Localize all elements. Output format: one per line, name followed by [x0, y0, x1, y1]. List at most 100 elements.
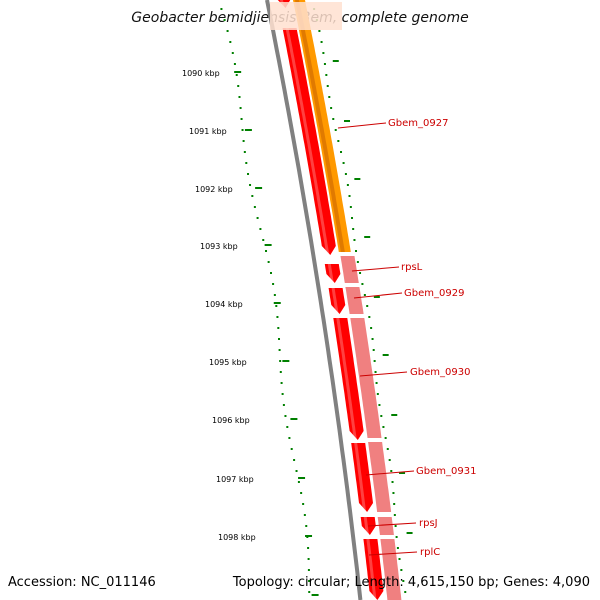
gc-peak-mark	[391, 414, 398, 416]
gc-dot	[270, 272, 273, 274]
gene-label-gbem-0931[interactable]: Gbem_0931	[416, 466, 476, 477]
gc-dot	[388, 459, 391, 461]
header-fade	[270, 2, 342, 30]
gc-dot	[243, 151, 246, 153]
gene-leader-line	[368, 551, 418, 556]
gene-label-rpsj[interactable]: rpsJ	[419, 518, 438, 529]
gc-dot	[349, 206, 352, 208]
gc-dot	[382, 426, 385, 428]
kbp-tick-label: 1096 kbp	[212, 416, 250, 425]
gc-dot	[277, 327, 280, 329]
gc-dot	[307, 547, 310, 549]
gc-peak-mark	[344, 120, 351, 122]
gc-dot	[293, 459, 296, 461]
cds-arrow	[333, 318, 364, 440]
gc-dot	[238, 96, 241, 98]
gc-dot	[302, 503, 305, 505]
gc-dot	[295, 470, 298, 472]
gc-dot	[378, 404, 381, 406]
gc-dot	[330, 107, 333, 109]
gc-dot	[276, 316, 279, 318]
gene-label-gbem-0927[interactable]: Gbem_0927	[388, 118, 448, 129]
gc-content-plot	[220, 8, 413, 596]
orf-band	[377, 517, 394, 535]
gc-dot	[320, 41, 323, 43]
gc-dot	[297, 481, 300, 483]
gene-label-rplc[interactable]: rplC	[420, 547, 440, 558]
gc-peak-mark	[332, 60, 339, 62]
gc-dot	[305, 525, 308, 527]
gc-dot	[384, 437, 387, 439]
gc-dot	[251, 195, 254, 197]
gc-dot	[284, 415, 287, 417]
gc-dot	[231, 52, 234, 54]
kbp-tick-label: 1091 kbp	[189, 127, 227, 136]
gc-dot	[235, 74, 238, 76]
gc-dot	[351, 217, 354, 219]
gc-peak-mark	[273, 302, 281, 304]
gene-label-rpsl[interactable]: rpsL	[401, 262, 423, 273]
gc-dot	[322, 52, 325, 54]
gc-dot	[239, 107, 242, 109]
gc-peak-mark	[399, 472, 406, 474]
gc-dot	[374, 371, 377, 373]
gc-peak-mark	[255, 187, 263, 189]
gc-dot	[363, 294, 366, 296]
gc-dot	[290, 448, 293, 450]
kbp-tick-label: 1094 kbp	[205, 300, 243, 309]
kbp-tick-label: 1098 kbp	[218, 533, 256, 542]
feature-tracks	[270, 0, 402, 600]
gc-dot	[241, 129, 244, 131]
gc-peak-mark	[406, 532, 413, 534]
gc-dot	[390, 470, 393, 472]
gc-dot	[278, 349, 281, 351]
gene-leader-line	[351, 266, 400, 272]
gc-dot	[262, 239, 265, 241]
cds-highlight	[280, 0, 377, 600]
kbp-scale: 1090 kbp 1091 kbp 1092 kbp 1093 kbp 1094…	[182, 69, 256, 542]
gc-dot	[272, 283, 275, 285]
gene-leader-line	[365, 470, 415, 476]
gc-dot	[288, 437, 291, 439]
gc-dot	[303, 514, 306, 516]
gc-dot	[308, 591, 311, 593]
gene-label-gbem-0930[interactable]: Gbem_0930	[410, 367, 470, 378]
gc-dot	[256, 217, 259, 219]
gc-dot	[373, 360, 376, 362]
gc-dot	[342, 162, 345, 164]
gc-peak-mark	[354, 178, 361, 180]
cds-arrow	[351, 443, 373, 512]
gc-dot	[398, 558, 401, 560]
gc-dot	[393, 503, 396, 505]
backbone-line	[265, 0, 363, 600]
gc-dot	[323, 63, 326, 65]
gc-dot	[259, 228, 262, 230]
orf-band	[345, 287, 364, 314]
genome-stats-text: Topology: circular; Length: 4,615,150 bp…	[232, 575, 590, 590]
gc-dot	[326, 85, 329, 87]
accession-text: Accession: NC_011146	[8, 575, 156, 590]
gc-dot	[275, 305, 278, 307]
gc-dot	[282, 404, 285, 406]
highlight-gene-shade	[295, 0, 345, 252]
gc-dot	[267, 261, 270, 263]
gc-dot	[328, 96, 331, 98]
gc-dot	[220, 8, 223, 10]
gc-dot	[376, 393, 379, 395]
gc-peak-mark	[264, 244, 272, 246]
gc-dot	[281, 393, 284, 395]
gc-dot	[226, 30, 229, 32]
gc-peak-mark	[298, 477, 306, 479]
gene-labels: Gbem_0927 rpsL Gbem_0929 Gbem_0930 Gbem_…	[337, 118, 476, 558]
gc-dot	[361, 283, 364, 285]
gc-dot	[340, 151, 343, 153]
kbp-tick-label: 1097 kbp	[216, 475, 254, 484]
gc-dot	[278, 338, 281, 340]
gene-label-gbem-0929[interactable]: Gbem_0929	[404, 288, 464, 299]
gc-dot	[233, 63, 236, 65]
gc-dot	[242, 140, 245, 142]
gc-dot	[391, 481, 394, 483]
gc-dot	[352, 228, 355, 230]
gc-dot	[265, 250, 268, 252]
